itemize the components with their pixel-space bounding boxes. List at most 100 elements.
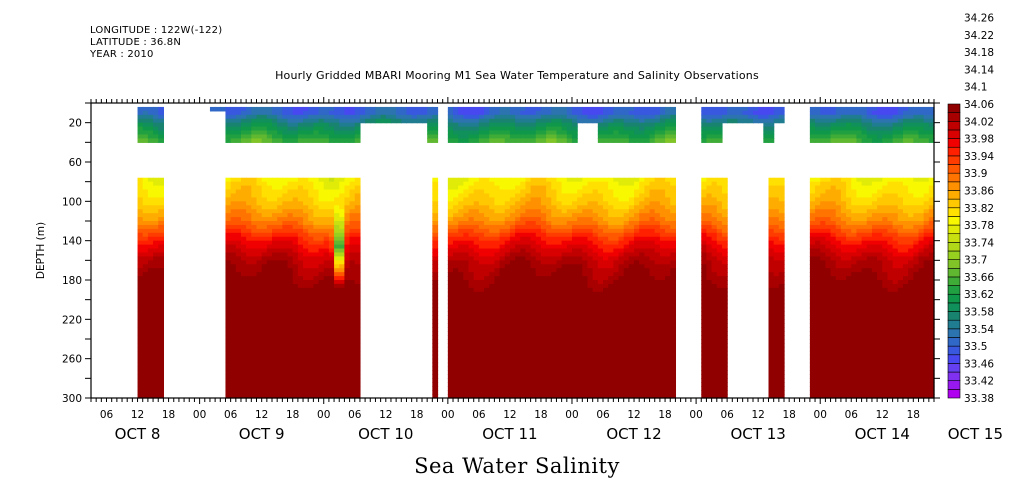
field-cell xyxy=(504,138,511,143)
field-cell xyxy=(153,268,159,273)
field-cell xyxy=(432,331,439,336)
field-cell xyxy=(540,354,547,360)
field-cell xyxy=(608,248,614,254)
field-cell xyxy=(613,209,620,214)
field-cell xyxy=(603,374,609,379)
field-cell xyxy=(225,236,232,242)
field-cell xyxy=(344,346,351,352)
field-cell xyxy=(147,256,154,261)
field-cell xyxy=(334,130,340,136)
field-cell xyxy=(571,283,578,289)
field-cell xyxy=(592,303,599,309)
field-cell xyxy=(670,354,677,360)
field-cell xyxy=(577,394,583,399)
field-cell xyxy=(463,138,470,143)
field-cell xyxy=(453,394,459,399)
field-cell xyxy=(649,260,656,265)
field-cell xyxy=(613,299,620,305)
field-cell xyxy=(592,201,599,206)
field-cell xyxy=(644,244,651,250)
field-cell xyxy=(297,342,304,348)
field-cell xyxy=(613,287,620,293)
field-cell xyxy=(287,177,294,183)
field-cell xyxy=(318,264,325,269)
field-cell xyxy=(272,327,278,332)
field-cell xyxy=(701,130,708,136)
field-cell xyxy=(499,201,506,206)
field-cell xyxy=(246,122,252,128)
field-cell xyxy=(546,339,552,344)
field-cell xyxy=(649,303,656,309)
field-cell xyxy=(659,276,666,281)
field-cell xyxy=(592,346,599,352)
field-cell xyxy=(349,114,356,120)
field-cell xyxy=(613,311,620,316)
field-cell xyxy=(499,319,506,324)
field-cell xyxy=(240,110,247,116)
field-cell xyxy=(225,362,232,368)
field-cell xyxy=(556,280,563,285)
field-cell xyxy=(313,244,320,250)
field-cell xyxy=(230,126,237,132)
field-cell xyxy=(297,118,304,124)
field-cell xyxy=(489,382,495,387)
field-cell xyxy=(484,181,490,187)
field-cell xyxy=(665,248,671,254)
field-cell xyxy=(540,327,547,332)
field-cell xyxy=(546,260,552,265)
field-cell xyxy=(292,291,299,297)
field-cell xyxy=(665,126,671,132)
field-cell xyxy=(608,126,614,132)
field-cell xyxy=(546,354,552,360)
field-cell xyxy=(246,177,252,183)
field-cell xyxy=(597,370,604,375)
field-cell xyxy=(478,323,485,328)
field-cell xyxy=(447,224,454,230)
field-cell xyxy=(592,287,599,293)
field-cell xyxy=(453,122,459,128)
field-cell xyxy=(251,232,258,238)
field-cell xyxy=(246,272,252,277)
field-cell xyxy=(246,283,252,289)
field-cell xyxy=(504,232,511,238)
field-cell xyxy=(463,106,470,112)
field-cell xyxy=(654,378,661,383)
field-cell xyxy=(592,283,599,289)
field-cell xyxy=(582,260,589,265)
field-cell xyxy=(628,272,635,277)
field-cell xyxy=(520,291,527,297)
field-cell xyxy=(354,181,361,187)
field-cell xyxy=(282,382,289,387)
field-cell xyxy=(235,244,242,250)
field-cell xyxy=(344,110,351,116)
field-cell xyxy=(235,114,242,120)
field-cell xyxy=(468,224,475,230)
field-cell xyxy=(644,339,651,344)
field-cell xyxy=(453,287,459,293)
field-cell xyxy=(463,177,470,183)
field-cell xyxy=(608,362,614,368)
field-cell xyxy=(463,386,470,391)
field-cell xyxy=(313,134,320,139)
field-cell xyxy=(546,299,552,305)
field-cell xyxy=(659,118,666,124)
field-cell xyxy=(303,205,309,210)
field-cell xyxy=(468,134,475,139)
field-cell xyxy=(628,106,635,112)
field-cell xyxy=(494,221,501,226)
field-cell xyxy=(323,323,330,328)
field-cell xyxy=(261,327,268,332)
field-cell xyxy=(349,303,356,309)
field-cell xyxy=(463,342,470,348)
field-cell xyxy=(246,331,252,336)
field-cell xyxy=(308,134,314,139)
field-cell xyxy=(344,374,351,379)
field-cell xyxy=(597,291,604,297)
field-cell xyxy=(251,342,258,348)
field-cell xyxy=(504,280,511,285)
field-cell xyxy=(468,122,475,128)
field-cell xyxy=(566,291,573,297)
field-cell xyxy=(297,224,304,230)
field-cell xyxy=(458,366,464,372)
